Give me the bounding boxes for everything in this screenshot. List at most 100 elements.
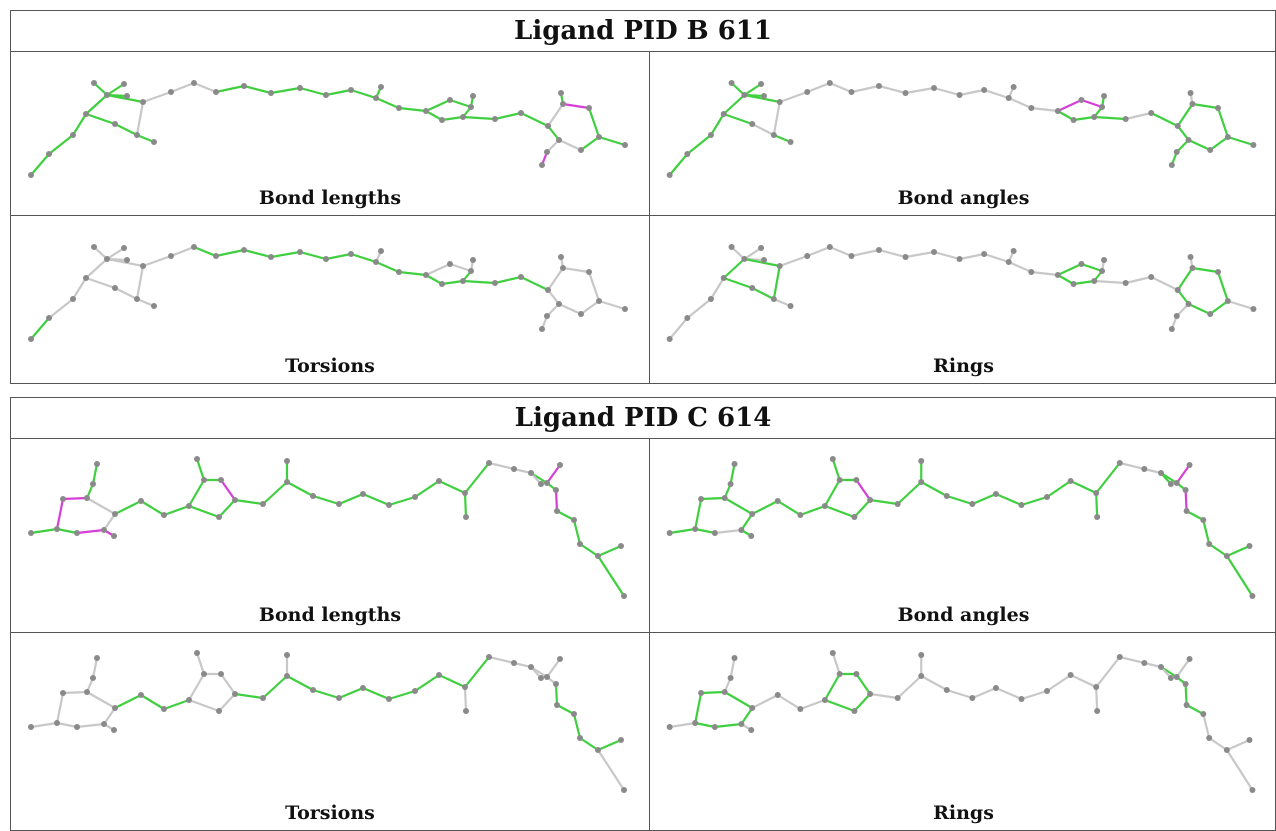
atom [826, 80, 833, 86]
atom [556, 137, 562, 143]
bond [557, 138, 583, 152]
bond [1069, 673, 1098, 689]
atom [486, 460, 492, 466]
bond [1007, 96, 1033, 110]
bond [1176, 102, 1194, 128]
atom [232, 691, 238, 697]
atom [992, 491, 999, 497]
atom [557, 462, 563, 468]
atom [826, 244, 833, 250]
bond [424, 273, 444, 286]
bond [799, 698, 827, 711]
bond [519, 111, 550, 128]
bond [261, 480, 289, 506]
atom [112, 705, 118, 711]
atom [981, 251, 988, 257]
atom [1246, 737, 1253, 743]
atom [1148, 274, 1155, 280]
bond [823, 672, 841, 702]
ligand-panel-b611: Ligand PID B 611 Bond lengths Bond angle… [10, 10, 1276, 384]
bond [713, 722, 743, 729]
bond [694, 721, 716, 729]
atom [867, 497, 874, 503]
bond [448, 98, 473, 109]
atom [1207, 311, 1214, 317]
atom [770, 132, 777, 138]
atom [1207, 147, 1214, 153]
bond [722, 257, 746, 280]
bond [71, 112, 88, 137]
atom [618, 543, 624, 549]
bond [1187, 302, 1212, 316]
atom [168, 253, 174, 259]
atom [348, 251, 354, 257]
atom [1054, 108, 1061, 114]
bond [831, 457, 841, 482]
atom [213, 253, 219, 259]
atom [894, 695, 901, 701]
bond [823, 504, 856, 519]
bond [113, 499, 143, 516]
atom [556, 301, 562, 307]
atom [1054, 272, 1061, 278]
bond [557, 302, 583, 316]
bond [105, 257, 145, 268]
molecule-diagram [666, 650, 1256, 793]
bond [694, 497, 703, 531]
atom [1246, 543, 1253, 549]
atom [829, 456, 836, 462]
bond [1095, 655, 1121, 689]
bond [311, 494, 341, 506]
bond [740, 706, 754, 726]
atom [1183, 702, 1190, 708]
atom [571, 517, 577, 523]
atom [544, 674, 550, 680]
bond [91, 656, 99, 680]
caption: Rings [933, 355, 994, 377]
atom [836, 477, 843, 483]
bond [896, 480, 923, 506]
bond [1225, 554, 1254, 598]
bond [579, 299, 601, 316]
atom [1094, 514, 1101, 520]
atom [74, 724, 80, 730]
atom [728, 80, 735, 86]
bond [596, 738, 623, 752]
bond [932, 86, 961, 97]
bond [945, 688, 974, 700]
atom [931, 85, 938, 91]
atom [586, 269, 592, 275]
atom [70, 132, 76, 138]
bond [751, 286, 775, 301]
bond [85, 690, 117, 710]
caption: Bond angles [897, 604, 1030, 626]
bond [1124, 111, 1153, 121]
bond [1225, 748, 1254, 792]
atom [1018, 502, 1025, 508]
cell-torsions: Torsions [11, 216, 649, 383]
atom [396, 269, 402, 275]
atom [1067, 478, 1074, 484]
bond [828, 81, 853, 94]
atom [1173, 674, 1180, 680]
atom [544, 149, 550, 155]
atom [423, 272, 429, 278]
atom [1116, 460, 1123, 466]
atom [902, 90, 909, 96]
atom [90, 675, 96, 681]
atom [544, 313, 550, 319]
bond [487, 461, 516, 471]
bond [1209, 135, 1229, 152]
bond [349, 252, 378, 264]
bond [877, 84, 907, 95]
bond [828, 245, 853, 258]
atom [1200, 711, 1207, 717]
bond [1030, 106, 1059, 113]
bond [700, 496, 726, 501]
bond [55, 691, 65, 725]
bond [1191, 266, 1220, 274]
bond [195, 457, 206, 482]
atom [1091, 114, 1098, 120]
atom [518, 110, 524, 116]
atom [1078, 261, 1085, 267]
